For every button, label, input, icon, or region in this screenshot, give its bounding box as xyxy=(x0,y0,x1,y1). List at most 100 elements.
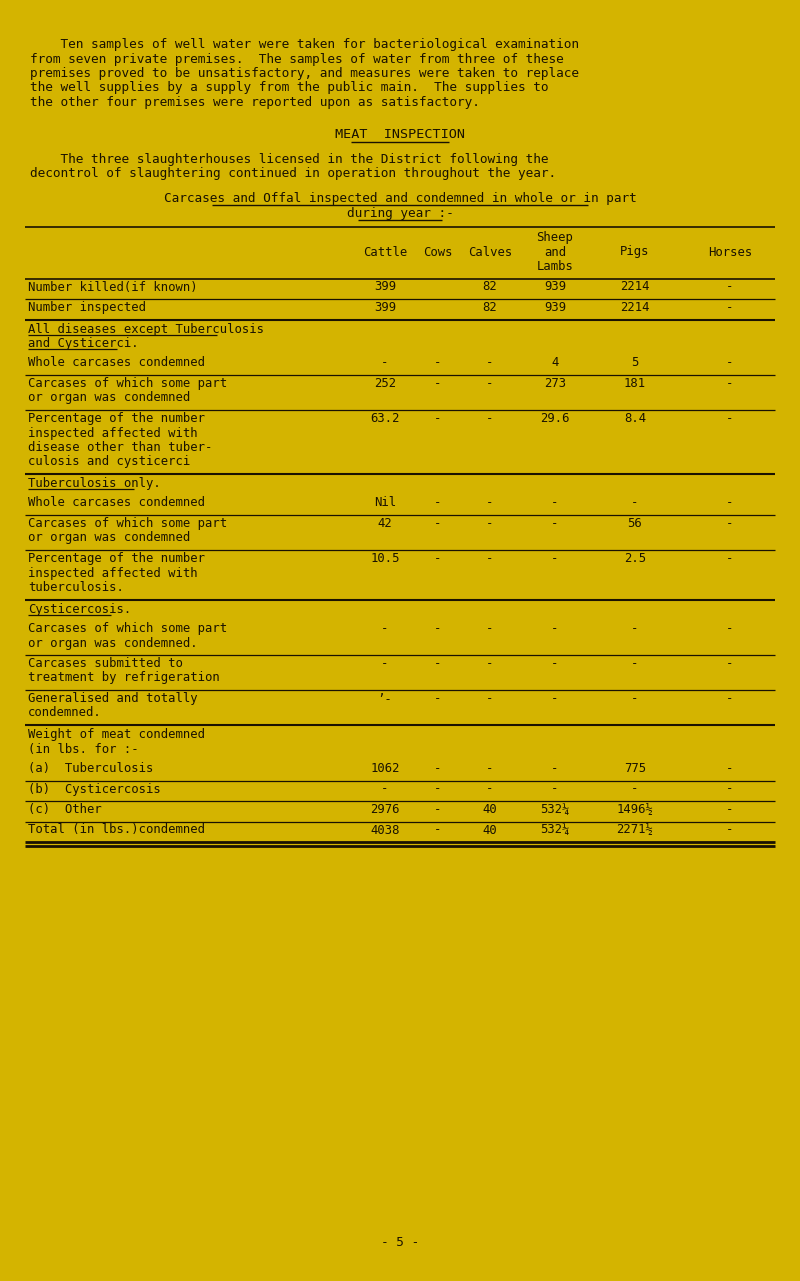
Text: -: - xyxy=(631,783,638,796)
Text: -: - xyxy=(434,497,442,510)
Text: 1496½: 1496½ xyxy=(617,803,654,816)
Text: Weight of meat condemned: Weight of meat condemned xyxy=(28,728,205,740)
Text: Whole carcases condemned: Whole carcases condemned xyxy=(28,356,205,369)
Text: -: - xyxy=(726,356,734,369)
Text: 4038: 4038 xyxy=(370,824,400,836)
Text: (in lbs. for :-: (in lbs. for :- xyxy=(28,743,138,756)
Text: during year :-: during year :- xyxy=(346,206,454,219)
Text: All diseases except Tuberculosis: All diseases except Tuberculosis xyxy=(28,323,264,336)
Text: -: - xyxy=(486,356,494,369)
Text: Cows: Cows xyxy=(423,246,453,259)
Text: -: - xyxy=(382,356,389,369)
Text: (c)  Other: (c) Other xyxy=(28,803,102,816)
Text: -: - xyxy=(551,518,558,530)
Text: (a)  Tuberculosis: (a) Tuberculosis xyxy=(28,762,154,775)
Text: -: - xyxy=(551,623,558,635)
Text: 939: 939 xyxy=(544,301,566,314)
Text: 1062: 1062 xyxy=(370,762,400,775)
Text: -: - xyxy=(434,412,442,425)
Text: -: - xyxy=(631,692,638,705)
Text: from seven private premises.  The samples of water from three of these: from seven private premises. The samples… xyxy=(30,53,564,65)
Text: Sheep: Sheep xyxy=(537,231,574,243)
Text: Lambs: Lambs xyxy=(537,260,574,273)
Text: Cattle: Cattle xyxy=(363,246,407,259)
Text: -: - xyxy=(726,783,734,796)
Text: -: - xyxy=(551,552,558,565)
Text: -: - xyxy=(434,824,442,836)
Text: -: - xyxy=(486,497,494,510)
Text: 532¼: 532¼ xyxy=(540,803,570,816)
Text: -: - xyxy=(486,783,494,796)
Text: -: - xyxy=(631,623,638,635)
Text: -: - xyxy=(434,803,442,816)
Text: -: - xyxy=(486,377,494,389)
Text: -: - xyxy=(551,497,558,510)
Text: -: - xyxy=(434,552,442,565)
Text: 5: 5 xyxy=(631,356,638,369)
Text: -: - xyxy=(631,497,638,510)
Text: -: - xyxy=(382,783,389,796)
Text: -: - xyxy=(631,657,638,670)
Text: -: - xyxy=(434,623,442,635)
Text: 42: 42 xyxy=(378,518,392,530)
Text: Percentage of the number: Percentage of the number xyxy=(28,552,205,565)
Text: Number killed(if known): Number killed(if known) xyxy=(28,281,198,293)
Text: (b)  Cysticercosis: (b) Cysticercosis xyxy=(28,783,161,796)
Text: Pigs: Pigs xyxy=(620,246,650,259)
Text: -: - xyxy=(726,281,734,293)
Text: -: - xyxy=(726,497,734,510)
Text: Total (in lbs.)condemned: Total (in lbs.)condemned xyxy=(28,824,205,836)
Text: condemned.: condemned. xyxy=(28,707,102,720)
Text: 399: 399 xyxy=(374,281,396,293)
Text: 40: 40 xyxy=(482,803,498,816)
Text: 2214: 2214 xyxy=(620,301,650,314)
Text: premises proved to be unsatisfactory, and measures were taken to replace: premises proved to be unsatisfactory, an… xyxy=(30,67,579,79)
Text: and: and xyxy=(544,246,566,259)
Text: Tuberculosis only.: Tuberculosis only. xyxy=(28,477,161,491)
Text: Carcases submitted to: Carcases submitted to xyxy=(28,657,183,670)
Text: 775: 775 xyxy=(624,762,646,775)
Text: 4: 4 xyxy=(551,356,558,369)
Text: 8.4: 8.4 xyxy=(624,412,646,425)
Text: -: - xyxy=(382,657,389,670)
Text: -: - xyxy=(486,412,494,425)
Text: 181: 181 xyxy=(624,377,646,389)
Text: or organ was condemned: or organ was condemned xyxy=(28,392,190,405)
Text: inspected affected with: inspected affected with xyxy=(28,566,198,579)
Text: Carcases of which some part: Carcases of which some part xyxy=(28,518,227,530)
Text: -: - xyxy=(726,623,734,635)
Text: 10.5: 10.5 xyxy=(370,552,400,565)
Text: decontrol of slaughtering continued in operation throughout the year.: decontrol of slaughtering continued in o… xyxy=(30,168,556,181)
Text: 532¼: 532¼ xyxy=(540,824,570,836)
Text: Whole carcases condemned: Whole carcases condemned xyxy=(28,497,205,510)
Text: 252: 252 xyxy=(374,377,396,389)
Text: the other four premises were reported upon as satisfactory.: the other four premises were reported up… xyxy=(30,96,480,109)
Text: -: - xyxy=(434,762,442,775)
Text: disease other than tuber-: disease other than tuber- xyxy=(28,441,212,453)
Text: Nil: Nil xyxy=(374,497,396,510)
Text: The three slaughterhouses licensed in the District following the: The three slaughterhouses licensed in th… xyxy=(30,152,549,167)
Text: -: - xyxy=(382,623,389,635)
Text: 82: 82 xyxy=(482,281,498,293)
Text: -: - xyxy=(551,657,558,670)
Text: -: - xyxy=(434,518,442,530)
Text: or organ was condemned: or organ was condemned xyxy=(28,532,190,544)
Text: 2271½: 2271½ xyxy=(617,824,654,836)
Text: Generalised and totally: Generalised and totally xyxy=(28,692,198,705)
Text: Cysticercosis.: Cysticercosis. xyxy=(28,602,131,615)
Text: -: - xyxy=(551,692,558,705)
Text: Percentage of the number: Percentage of the number xyxy=(28,412,205,425)
Text: -: - xyxy=(486,692,494,705)
Text: -: - xyxy=(726,412,734,425)
Text: -: - xyxy=(726,518,734,530)
Text: - 5 -: - 5 - xyxy=(381,1236,419,1249)
Text: -: - xyxy=(726,301,734,314)
Text: -: - xyxy=(434,692,442,705)
Text: -: - xyxy=(486,552,494,565)
Text: -: - xyxy=(434,783,442,796)
Text: Ten samples of well water were taken for bacteriological examination: Ten samples of well water were taken for… xyxy=(30,38,579,51)
Text: -: - xyxy=(726,762,734,775)
Text: -: - xyxy=(726,803,734,816)
Text: MEAT  INSPECTION: MEAT INSPECTION xyxy=(335,128,465,141)
Text: 2976: 2976 xyxy=(370,803,400,816)
